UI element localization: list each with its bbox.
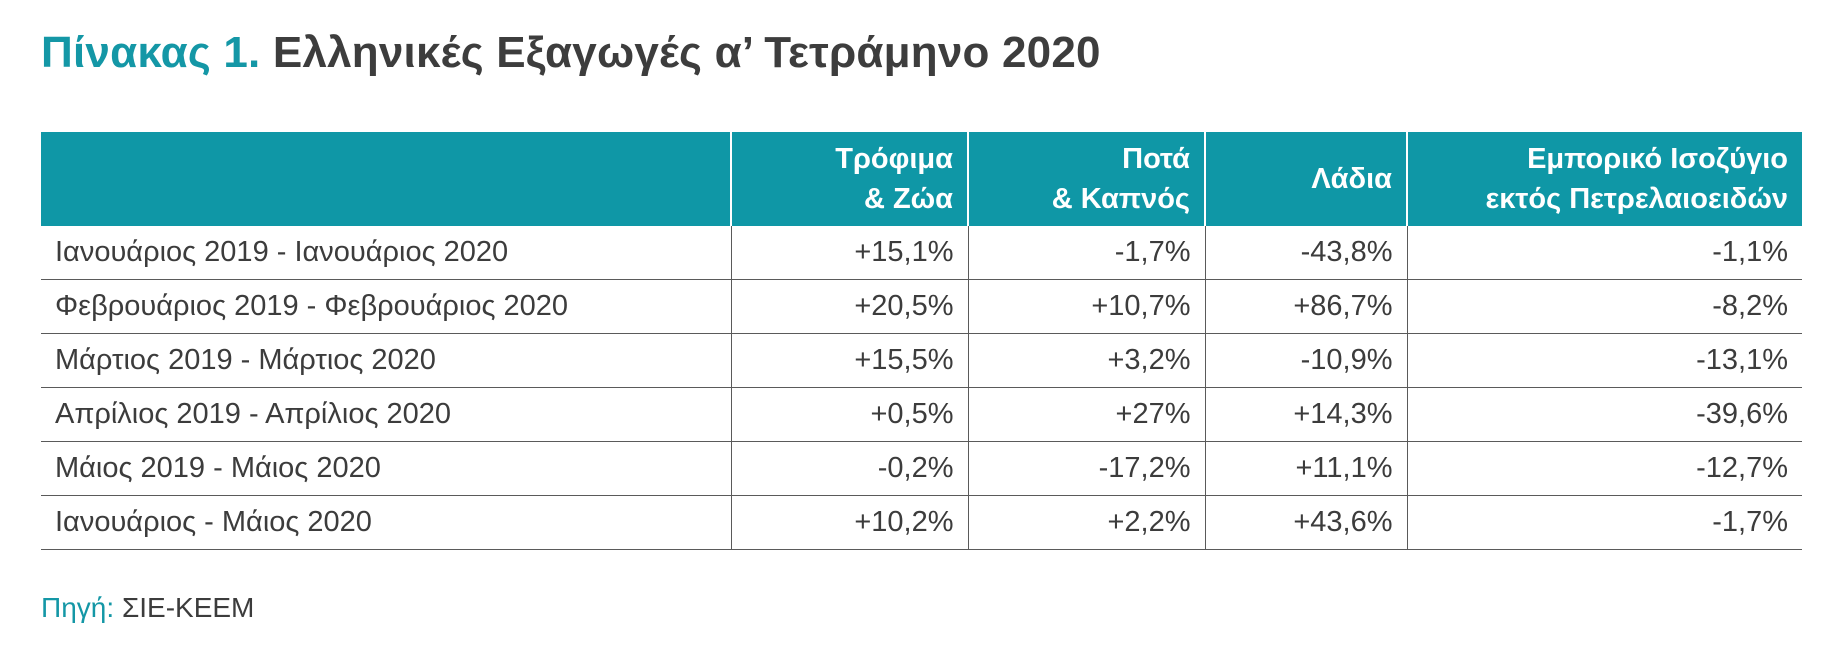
header-line: Ποτά <box>1122 143 1190 175</box>
header-period <box>41 132 731 226</box>
value-cell: +10,2% <box>730 495 968 550</box>
header-line: Λάδια <box>1311 163 1392 195</box>
header-drinks-tobacco: Ποτά & Καπνός <box>967 132 1205 226</box>
value-cell: -1,7% <box>967 226 1205 280</box>
header-row: Τρόφιμα & Ζώα Ποτά & Καπνός Λάδια Εμπορι… <box>41 132 1802 226</box>
value-cell: +2,2% <box>967 495 1205 550</box>
period-cell: Ιανουάριος - Μάιος 2020 <box>41 495 731 550</box>
value-cell: +15,1% <box>730 226 968 280</box>
header-line: & Καπνός <box>1051 183 1190 215</box>
value-cell: +43,6% <box>1204 495 1407 550</box>
table-row: Ιανουάριος 2019 - Ιανουάριος 2020 +15,1%… <box>41 226 1802 280</box>
header-line: εκτός Πετρελαιοειδών <box>1485 183 1789 215</box>
value-cell: -10,9% <box>1204 333 1407 388</box>
value-cell: +27% <box>967 387 1205 442</box>
value-cell: +3,2% <box>967 333 1205 388</box>
value-cell: -12,7% <box>1406 441 1802 496</box>
source-note: Πηγή: ΣΙΕ-ΚΕΕΜ <box>41 592 254 624</box>
table-title-text: Ελληνικές Εξαγωγές α’ Τετράμηνο 2020 <box>272 28 1101 77</box>
header-food-animals: Τρόφιμα & Ζώα <box>730 132 968 226</box>
period-cell: Μάρτιος 2019 - Μάρτιος 2020 <box>41 333 731 388</box>
table-row: Μάρτιος 2019 - Μάρτιος 2020 +15,5% +3,2%… <box>41 333 1802 388</box>
table-row: Φεβρουάριος 2019 - Φεβρουάριος 2020 +20,… <box>41 279 1802 334</box>
header-trade-balance: Εμπορικό Ισοζύγιο εκτός Πετρελαιοειδών <box>1406 132 1802 226</box>
exports-table: Τρόφιμα & Ζώα Ποτά & Καπνός Λάδια Εμπορι… <box>41 132 1802 550</box>
table-title: Πίνακας 1. Ελληνικές Εξαγωγές α’ Τετράμη… <box>41 28 1101 78</box>
header-line: & Ζώα <box>863 183 953 215</box>
value-cell: +0,5% <box>730 387 968 442</box>
value-cell: -8,2% <box>1406 279 1802 334</box>
source-label: Πηγή: <box>41 592 115 623</box>
period-cell: Φεβρουάριος 2019 - Φεβρουάριος 2020 <box>41 279 731 334</box>
value-cell: +86,7% <box>1204 279 1407 334</box>
value-cell: -17,2% <box>967 441 1205 496</box>
period-cell: Απρίλιος 2019 - Απρίλιος 2020 <box>41 387 731 442</box>
value-cell: -1,7% <box>1406 495 1802 550</box>
header-oils: Λάδια <box>1204 132 1407 226</box>
table-number: Πίνακας 1. <box>41 28 261 77</box>
value-cell: +14,3% <box>1204 387 1407 442</box>
value-cell: -1,1% <box>1406 226 1802 280</box>
period-cell: Μάιος 2019 - Μάιος 2020 <box>41 441 731 496</box>
table-row: Ιανουάριος - Μάιος 2020 +10,2% +2,2% +43… <box>41 495 1802 550</box>
value-cell: -13,1% <box>1406 333 1802 388</box>
period-cell: Ιανουάριος 2019 - Ιανουάριος 2020 <box>41 226 731 280</box>
value-cell: +20,5% <box>730 279 968 334</box>
table-body: Ιανουάριος 2019 - Ιανουάριος 2020 +15,1%… <box>41 226 1802 550</box>
table-row: Μάιος 2019 - Μάιος 2020 -0,2% -17,2% +11… <box>41 441 1802 496</box>
value-cell: +11,1% <box>1204 441 1407 496</box>
value-cell: -43,8% <box>1204 226 1407 280</box>
source-value: ΣΙΕ-ΚΕΕΜ <box>121 592 255 623</box>
value-cell: -39,6% <box>1406 387 1802 442</box>
header-line: Εμπορικό Ισοζύγιο <box>1527 143 1788 175</box>
value-cell: +15,5% <box>730 333 968 388</box>
value-cell: +10,7% <box>967 279 1205 334</box>
table-row: Απρίλιος 2019 - Απρίλιος 2020 +0,5% +27%… <box>41 387 1802 442</box>
value-cell: -0,2% <box>730 441 968 496</box>
header-line: Τρόφιμα <box>835 143 953 175</box>
